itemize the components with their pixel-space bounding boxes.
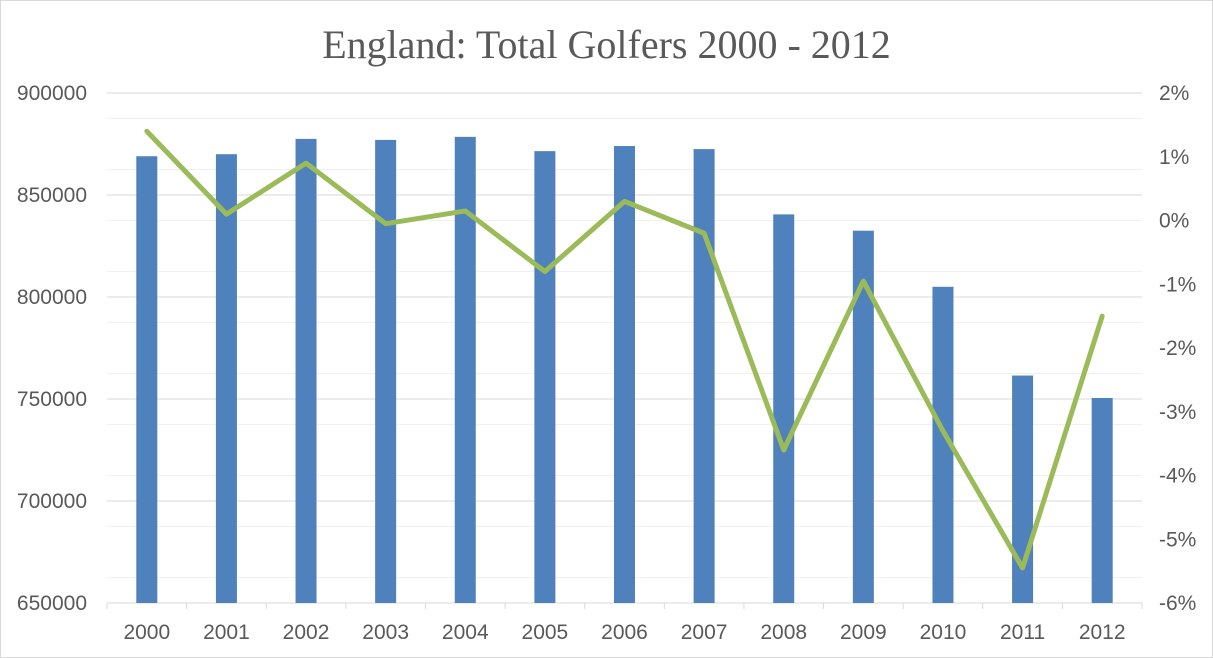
x-axis-tick-label: 2006 xyxy=(601,621,648,644)
x-axis-tick-label: 2003 xyxy=(362,621,409,644)
bar xyxy=(614,146,635,604)
bar xyxy=(1091,397,1113,603)
x-axis-tick-label: 2008 xyxy=(760,621,807,644)
left-axis-tick-label: 650000 xyxy=(17,592,87,615)
right-axis-tick-label: -2% xyxy=(1159,337,1196,360)
bar xyxy=(375,139,397,604)
right-axis-tick-label: -6% xyxy=(1159,592,1196,615)
right-axis-tick-label: 0% xyxy=(1159,210,1189,233)
x-axis-tick-label: 2001 xyxy=(203,621,250,644)
right-axis-tick-label: -1% xyxy=(1159,273,1196,296)
bar xyxy=(932,286,954,603)
left-axis-tick-label: 800000 xyxy=(17,286,87,309)
percent-change-line xyxy=(144,128,1105,571)
x-axis-tick-label: 2011 xyxy=(1000,621,1045,644)
right-axis-tick-label: 1% xyxy=(1159,146,1189,169)
chart-title: England: Total Golfers 2000 - 2012 xyxy=(322,22,891,67)
bar xyxy=(136,156,158,604)
left-axis-tick-label: 900000 xyxy=(17,82,87,105)
x-axis-tick-label: 2005 xyxy=(522,621,569,644)
x-axis-tick-label: 2012 xyxy=(1079,621,1126,644)
right-axis-tick-label: -4% xyxy=(1159,465,1196,488)
bar xyxy=(454,136,476,604)
right-axis-tick-label: -5% xyxy=(1159,528,1196,551)
bar xyxy=(852,230,874,603)
bar xyxy=(534,151,556,603)
bar xyxy=(215,154,237,603)
x-axis-tick-label: 2007 xyxy=(681,621,728,644)
left-axis-tick-label: 850000 xyxy=(17,184,87,207)
right-axis-tick-label: -3% xyxy=(1159,401,1196,424)
bar xyxy=(295,138,317,603)
bar xyxy=(693,149,715,603)
right-axis-tick-label: 2% xyxy=(1159,82,1189,105)
x-axis-tick-label: 2002 xyxy=(283,621,330,644)
x-axis-tick-label: 2004 xyxy=(442,621,489,644)
left-axis-tick-label: 750000 xyxy=(17,388,87,411)
left-axis-tick-label: 700000 xyxy=(17,490,87,513)
x-axis-tick-label: 2010 xyxy=(920,621,967,644)
x-axis-tick-label: 2000 xyxy=(123,621,170,644)
bar xyxy=(773,214,795,603)
x-axis-tick-label: 2009 xyxy=(840,621,887,644)
